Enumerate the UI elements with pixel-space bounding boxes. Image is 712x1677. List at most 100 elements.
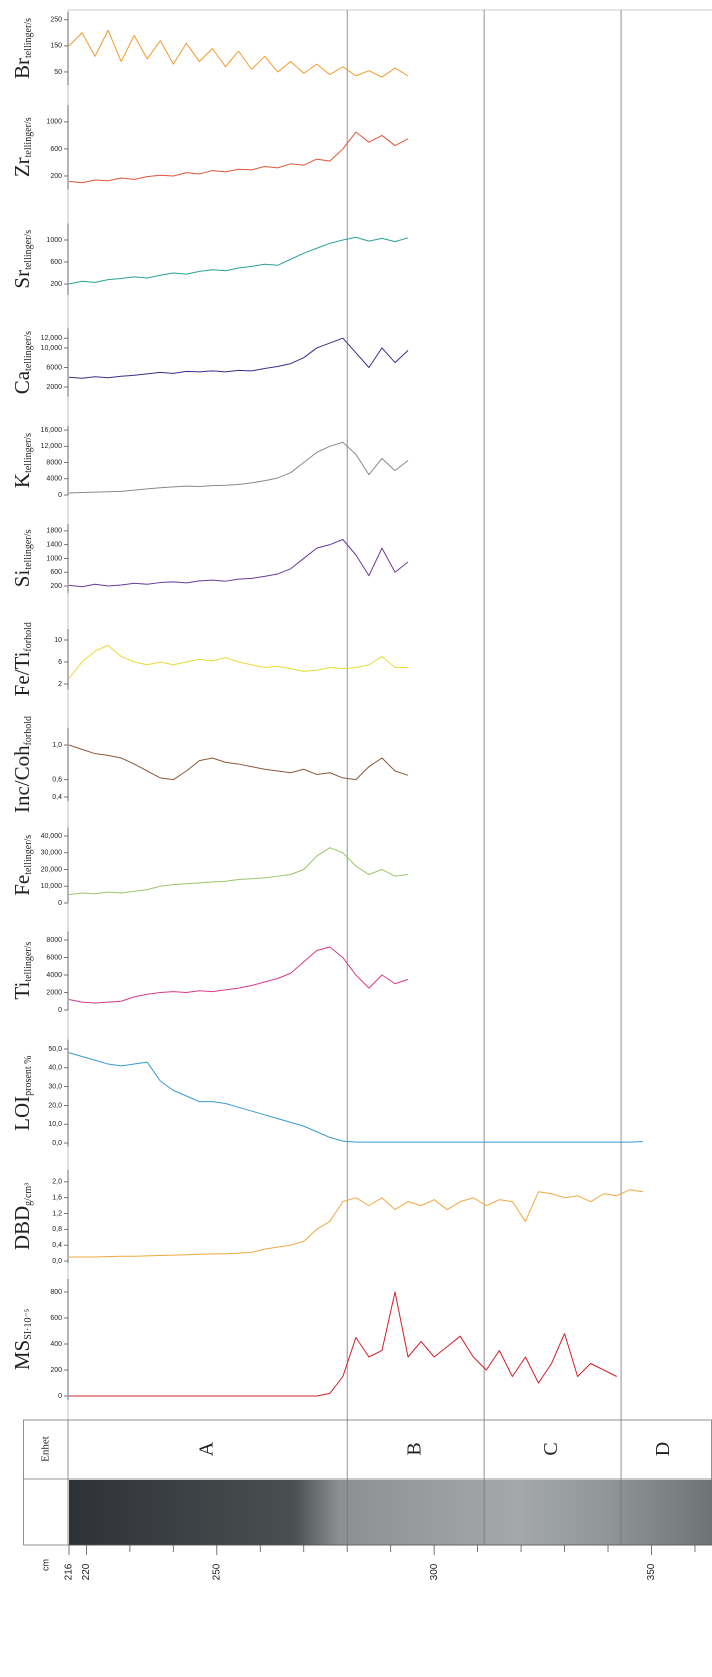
panel-label: Zrtellinger/s (10, 117, 34, 177)
y-tick-label: 1,2 (52, 1210, 62, 1217)
panel-unit: forhold (23, 716, 34, 745)
y-tick-label: 600 (50, 146, 62, 153)
panel-unit: tellinger/s (23, 942, 34, 982)
y-tick-label: 10 (54, 637, 62, 644)
unit-label: B (403, 1442, 425, 1455)
panel-name: MS (10, 1340, 34, 1370)
y-tick-label: 12,000 (41, 335, 63, 342)
unit-label: C (540, 1442, 562, 1455)
y-tick-label: 2000 (46, 384, 62, 391)
y-tick-label: 6000 (46, 954, 62, 961)
y-tick-label: 6 (58, 659, 62, 666)
y-tick-label: 200 (50, 1367, 62, 1374)
y-tick-label: 0,0 (52, 1140, 62, 1147)
panel-unit: tellinger/s (23, 117, 34, 157)
data-line (69, 132, 408, 183)
y-tick-label: 600 (50, 569, 62, 576)
figure: Enhet cm ABCD21622025030035050150250Brte… (0, 0, 712, 1677)
unit-label: D (652, 1442, 674, 1456)
panel-name: Ti (10, 982, 34, 1000)
y-tick-label: 20,0 (48, 1102, 62, 1109)
y-tick-label: 10,0 (48, 1121, 62, 1128)
panel-unit: tellinger/s (23, 230, 34, 270)
y-tick-label: 1800 (46, 528, 62, 535)
depth-unit: cm (40, 1559, 50, 1571)
y-tick-label: 6000 (46, 364, 62, 371)
y-tick-label: 50 (54, 69, 62, 76)
data-line (69, 745, 408, 780)
data-line (69, 646, 408, 679)
y-tick-label: 0,4 (52, 794, 62, 801)
y-tick-label: 1000 (46, 119, 62, 126)
y-tick-label: 2,0 (52, 1179, 62, 1186)
y-tick-label: 1400 (46, 542, 62, 549)
data-line (69, 1292, 617, 1396)
panel-label: MSSI·10⁻⁵ (10, 1309, 34, 1370)
data-line (69, 237, 408, 284)
y-tick-label: 600 (50, 259, 62, 266)
panel-name: LOI (10, 1096, 34, 1131)
y-tick-label: 0,0 (52, 1258, 62, 1265)
depth-tick-label: 350 (646, 1563, 657, 1580)
panel-unit: SI·10⁻⁵ (23, 1309, 34, 1340)
data-line (69, 1190, 643, 1257)
data-line (69, 338, 408, 378)
panel-name: Fe (10, 875, 34, 896)
panel-unit: tellinger/s (23, 835, 34, 875)
unit-label: A (196, 1441, 218, 1456)
y-tick-label: 4000 (46, 972, 62, 979)
panel-label: LOIprosent % (10, 1056, 34, 1131)
panel-label: Catellinger/s (10, 331, 34, 394)
panel-name: Sr (10, 270, 34, 289)
panel-name: Ca (10, 370, 34, 394)
y-tick-label: 1000 (46, 237, 62, 244)
depth-tick-label: 250 (211, 1563, 222, 1580)
panel-label: Sitellinger/s (10, 530, 34, 588)
y-tick-label: 400 (50, 1341, 62, 1348)
panel-unit: tellinger/s (23, 433, 34, 473)
panel-name: DBD (10, 1206, 34, 1250)
panel-label: Srtellinger/s (10, 230, 34, 289)
panel-label: Fe/Tiforhold (10, 622, 34, 696)
y-tick-label: 800 (50, 1289, 62, 1296)
y-tick-label: 40,0 (48, 1065, 62, 1072)
panel-unit: tellinger/s (23, 530, 34, 570)
y-tick-label: 0 (58, 1393, 62, 1400)
data-line (69, 1053, 643, 1142)
y-tick-label: 2 (58, 681, 62, 688)
panel-label: Brtellinger/s (10, 18, 34, 79)
depth-tick-label: 300 (429, 1563, 440, 1580)
y-tick-label: 0 (58, 1007, 62, 1014)
y-tick-label: 30,0 (48, 1083, 62, 1090)
y-tick-label: 200 (50, 281, 62, 288)
panel-unit: prosent % (23, 1056, 34, 1096)
y-tick-label: 200 (50, 583, 62, 590)
panel-label: Titellinger/s (10, 942, 34, 1000)
y-tick-label: 8000 (46, 937, 62, 944)
y-tick-label: 0,8 (52, 1226, 62, 1233)
y-tick-label: 1000 (46, 555, 62, 562)
y-tick-label: 50,0 (48, 1046, 62, 1053)
panel-name: Zr (10, 157, 34, 177)
panel-unit: tellinger/s (23, 18, 34, 58)
data-line (69, 848, 408, 895)
y-tick-label: 2000 (46, 989, 62, 996)
y-tick-label: 150 (50, 43, 62, 50)
y-tick-label: 0 (58, 492, 62, 499)
panel-name: Br (10, 58, 34, 79)
y-tick-label: 40,000 (41, 833, 63, 840)
y-tick-label: 4000 (46, 476, 62, 483)
panel-label: Fetellinger/s (10, 835, 34, 896)
panel-unit: tellinger/s (23, 331, 34, 371)
panel-name: Fe/Ti (10, 651, 34, 696)
y-tick-label: 600 (50, 1315, 62, 1322)
y-tick-label: 10,000 (41, 883, 63, 890)
y-tick-label: 200 (50, 173, 62, 180)
data-line (69, 947, 408, 1003)
panel-label: Inc/Cohforhold (10, 716, 34, 813)
unit-header: Enhet (40, 1436, 52, 1462)
y-tick-label: 0,4 (52, 1242, 62, 1249)
y-tick-label: 8000 (46, 459, 62, 466)
core-image (69, 1480, 712, 1545)
y-tick-label: 1,6 (52, 1195, 62, 1202)
